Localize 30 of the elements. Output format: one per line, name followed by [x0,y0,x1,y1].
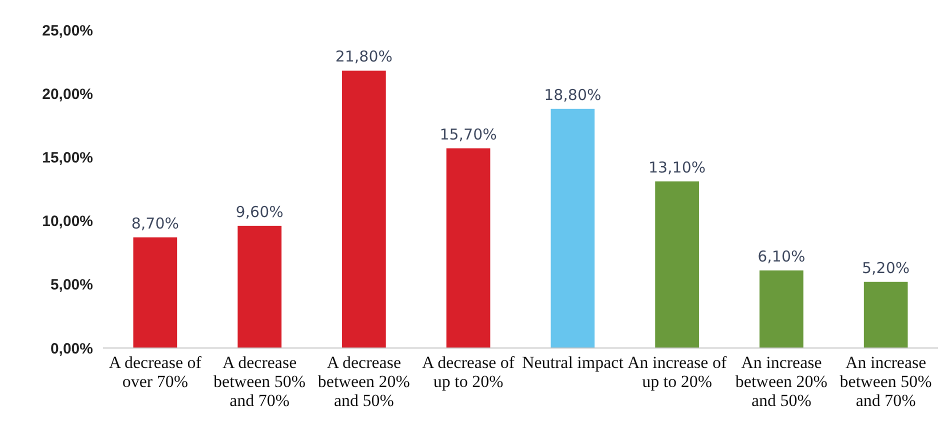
bar [446,148,490,348]
x-tick-label: An increase between 50% and 70% [840,353,932,410]
y-tick-label: 20,00% [42,86,93,103]
data-label: 9,60% [236,202,284,221]
x-tick-label: An increase of up to 20% [628,353,727,391]
bar [760,270,804,348]
y-tick-label: 5,00% [50,276,93,294]
y-tick-label: 25,00% [42,22,93,40]
data-label: 6,10% [758,247,806,266]
data-label: 13,10% [648,158,706,176]
x-tick-label: A decrease of over 70% [108,353,202,391]
bar [864,282,908,348]
x-tick-label: A decrease between 20% and 50% [318,353,410,410]
y-tick-label: 10,00% [42,213,93,230]
x-tick-label: An increase between 20% and 50% [735,353,828,410]
x-tick-label: A decrease of up to 20% [422,353,515,391]
bar [342,70,386,348]
data-label: 18,80% [544,86,602,104]
y-tick-label: 0,00% [50,340,93,358]
data-label: 5,20% [862,258,910,277]
bar [238,226,282,348]
data-label: 8,70% [131,214,180,232]
bar [550,108,595,348]
x-tick-label: A decrease between 50% and 70% [214,353,306,410]
bar [655,181,699,348]
y-tick-label: 15,00% [42,149,93,166]
data-label: 21,80% [335,48,393,66]
data-label: 15,70% [440,125,497,144]
bar [133,237,178,348]
x-tick-label: Neutral impact [522,353,624,372]
